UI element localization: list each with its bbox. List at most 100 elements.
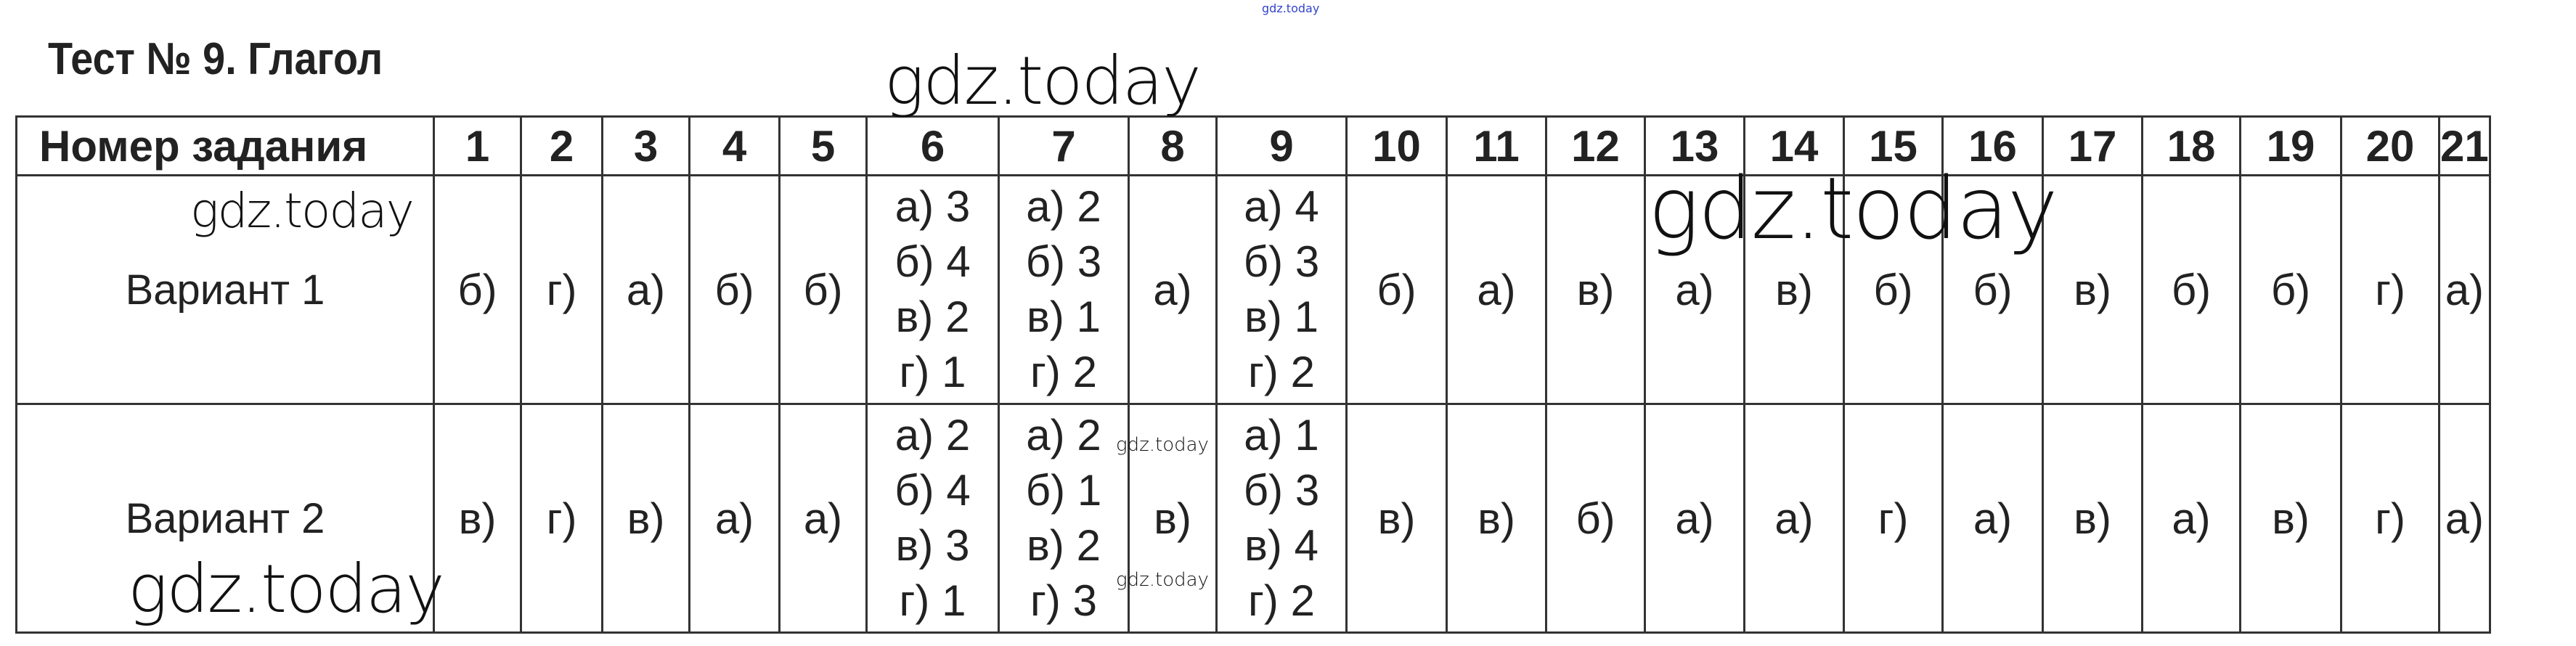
answer-cell: б) (433, 174, 522, 405)
answer-cell: а) (778, 403, 868, 634)
column-header: 4 (688, 115, 780, 176)
answer-cell: а) 1 б) 3 в) 4 г) 2 (1215, 403, 1348, 634)
answer-line: в) 3 (895, 521, 970, 570)
answer-line: а) 4 (1244, 182, 1319, 231)
answer-cell: б) (1545, 403, 1646, 634)
answer-cell: г) (520, 174, 603, 405)
answer-cell: а) 2 б) 3 в) 1 г) 2 (998, 174, 1130, 405)
answer-line: б) 3 (1025, 237, 1102, 286)
column-header: 5 (778, 115, 868, 176)
answer-cell: г) (1843, 403, 1944, 634)
answer-line: в) 1 (1027, 293, 1101, 341)
answer-cell: а) 2 б) 4 в) 3 г) 1 (865, 403, 1000, 634)
answer-cell: г) (2340, 403, 2440, 634)
answer-cell: в) (2042, 174, 2143, 405)
column-header: 20 (2340, 115, 2440, 176)
watermark: gdz.today (1116, 569, 1209, 591)
column-header: 1 (433, 115, 522, 176)
watermark: gdz.today (128, 550, 445, 628)
column-header: 13 (1644, 115, 1745, 176)
answer-line: г) 2 (1248, 348, 1315, 396)
answer-cell: а) (1644, 403, 1745, 634)
answer-cell: в) (1345, 403, 1448, 634)
answer-cell: б) (2141, 174, 2241, 405)
answer-line: в) 2 (1027, 521, 1101, 570)
column-header: 2 (520, 115, 603, 176)
answer-cell: б) (1345, 174, 1448, 405)
watermark: gdz.today (884, 42, 1202, 120)
answer-cell: а) (1941, 403, 2044, 634)
page-title: Тест № 9. Глагол (48, 34, 383, 84)
answers-table: Номер задания 1 2 3 4 5 6 7 8 9 10 11 12 13 14 15 16 17 18… (15, 115, 2491, 634)
answer-cell: а) (1743, 403, 1845, 634)
answer-cell: б) (778, 174, 868, 405)
answer-line: а) 2 (894, 411, 971, 459)
column-header: 9 (1215, 115, 1348, 176)
answer-cell: б) (1843, 174, 1944, 405)
answer-cell: в) (1545, 174, 1646, 405)
answer-cell: б) (1941, 174, 2044, 405)
column-header: 11 (1446, 115, 1547, 176)
answer-cell: а) (2141, 403, 2241, 634)
answer-line: г) 2 (1248, 576, 1315, 625)
answer-cell: а) (1128, 174, 1218, 405)
answer-cell: а) 2 б) 1 в) 2 г) 3 (998, 403, 1130, 634)
header-label: Номер задания (15, 115, 435, 176)
answer-line: б) 1 (1025, 466, 1102, 515)
answer-line: а) 2 (1026, 411, 1101, 459)
row-label: Вариант 1 (15, 174, 435, 405)
answer-line: а) 3 (894, 182, 971, 231)
answer-cell: б) (2239, 174, 2342, 405)
answer-cell: а) (2438, 174, 2491, 405)
answer-cell: в) (2239, 403, 2342, 634)
answer-line: б) 3 (1243, 466, 1320, 515)
answer-line: а) 2 (1026, 182, 1101, 231)
column-header: 7 (998, 115, 1130, 176)
answer-line: г) 1 (899, 348, 966, 396)
answer-cell: в) (433, 403, 522, 634)
answer-cell: в) (601, 403, 690, 634)
answer-line: б) 4 (894, 237, 971, 286)
answer-line: г) 2 (1030, 348, 1097, 396)
answer-cell: в) (1128, 403, 1218, 634)
answer-cell: б) (688, 174, 780, 405)
column-header: 14 (1743, 115, 1845, 176)
watermark: gdz.today (1116, 434, 1209, 456)
answer-line: г) 3 (1030, 576, 1097, 625)
column-header: 16 (1941, 115, 2044, 176)
column-header: 8 (1128, 115, 1218, 176)
answer-cell: в) (2042, 403, 2143, 634)
answer-cell: а) (2438, 403, 2491, 634)
answer-cell: а) 3 б) 4 в) 2 г) 1 (865, 174, 1000, 405)
answer-cell: в) (1446, 403, 1547, 634)
answer-line: б) 4 (894, 466, 971, 515)
row-label: Вариант 2 (15, 403, 435, 634)
answer-line: в) 2 (895, 293, 970, 341)
column-header: 12 (1545, 115, 1646, 176)
column-header: 21 (2438, 115, 2491, 176)
column-header: 19 (2239, 115, 2342, 176)
answer-cell: г) (520, 403, 603, 634)
column-header: 6 (865, 115, 1000, 176)
watermark: gdz.today (190, 183, 415, 239)
answer-line: а) 1 (1244, 411, 1319, 459)
answer-line: г) 1 (899, 576, 966, 625)
column-header: 17 (2042, 115, 2143, 176)
answer-cell: а) (1446, 174, 1547, 405)
answer-cell: а) (688, 403, 780, 634)
answer-cell: г) (2340, 174, 2440, 405)
watermark-small-top: gdz.today (1262, 1, 1320, 15)
answer-line: в) 1 (1244, 293, 1318, 341)
column-header: 15 (1843, 115, 1944, 176)
answer-cell: а) (1644, 174, 1745, 405)
column-header: 3 (601, 115, 690, 176)
answer-cell: в) (1743, 174, 1845, 405)
answer-cell: а) 4 б) 3 в) 1 г) 2 (1215, 174, 1348, 405)
answer-line: б) 3 (1243, 237, 1320, 286)
column-header: 18 (2141, 115, 2241, 176)
header-row: Номер задания 1 2 3 4 5 6 7 8 9 10 11 12 13 14 15 16 17 18… (15, 115, 2491, 176)
watermark: gdz.today (1648, 158, 2058, 258)
answer-line: в) 4 (1244, 521, 1318, 570)
